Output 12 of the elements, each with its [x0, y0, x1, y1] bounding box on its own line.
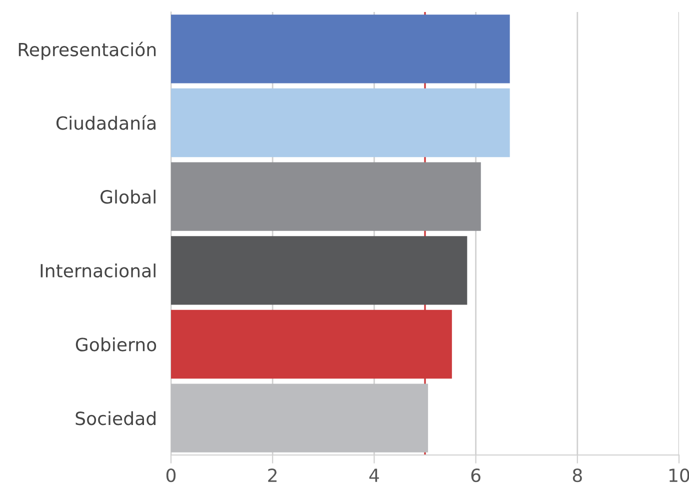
- y-tick-label: Gobierno: [76, 337, 156, 352]
- y-tick-label: Global: [100, 190, 156, 204]
- x-tick-label: 6: [471, 468, 480, 482]
- y-tick-label: Ciudadanía: [56, 115, 156, 130]
- x-tick-label: 0: [166, 468, 176, 482]
- x-tick-label: 10: [669, 468, 689, 482]
- y-tick-label: Representación: [18, 42, 156, 60]
- y-tick-label: Internacional: [40, 264, 156, 278]
- x-tick-label: 8: [572, 468, 582, 482]
- x-tick-label: 4: [369, 468, 379, 482]
- y-tick-label: Sociedad: [76, 411, 156, 426]
- x-tick-label: 2: [268, 468, 277, 482]
